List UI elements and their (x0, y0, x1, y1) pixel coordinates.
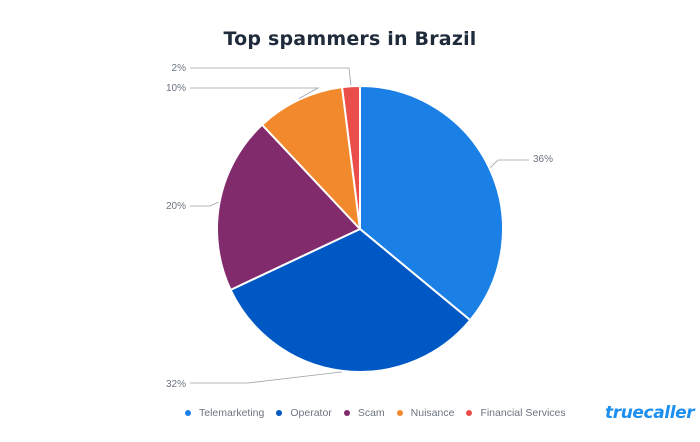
legend-label: Scam (357, 407, 385, 419)
data-label-scam: 20% (166, 201, 186, 212)
legend-label: Financial Services (480, 407, 566, 419)
legend-label: Operator (290, 407, 332, 419)
slice-telemarketing (359, 85, 504, 322)
legend-dot-icon (276, 410, 283, 416)
legend-dot-icon (185, 410, 191, 416)
connector-financial-services (190, 67, 352, 86)
legend-item-financial-services[interactable]: Financial Services (466, 407, 566, 419)
slice-nuisance (261, 86, 361, 230)
slice-operator (229, 228, 472, 373)
connector-telemarketing (490, 159, 529, 168)
connector-scam (190, 201, 219, 207)
legend-label: Telemarketing (199, 407, 265, 419)
legend-dot-icon (466, 410, 473, 416)
legend-item-nuisance[interactable]: Nuisance (396, 407, 455, 419)
chart-legend: Telemarketing Operator Scam Nuisance Financi… (185, 405, 578, 421)
legend-dot-icon (396, 410, 403, 416)
chart-title: Top spammers in Brazil (223, 28, 477, 50)
slice-financial-services (341, 85, 361, 230)
legend-item-telemarketing[interactable]: Telemarketing (185, 407, 264, 419)
legend-dot-icon (343, 410, 350, 416)
truecaller-logo: truecaller (605, 403, 695, 423)
connector-nuisance (190, 87, 320, 100)
data-label-operator: 32% (166, 379, 186, 390)
data-label-nuisance: 10% (166, 83, 186, 94)
legend-item-scam[interactable]: Scam (343, 407, 385, 419)
legend-label: Nuisance (410, 407, 455, 419)
legend-item-operator[interactable]: Operator (276, 407, 332, 419)
slice-scam (216, 123, 361, 291)
connector-operator (190, 371, 342, 384)
data-label-financial-services: 2% (172, 63, 187, 74)
data-label-telemarketing: 36% (533, 154, 553, 165)
